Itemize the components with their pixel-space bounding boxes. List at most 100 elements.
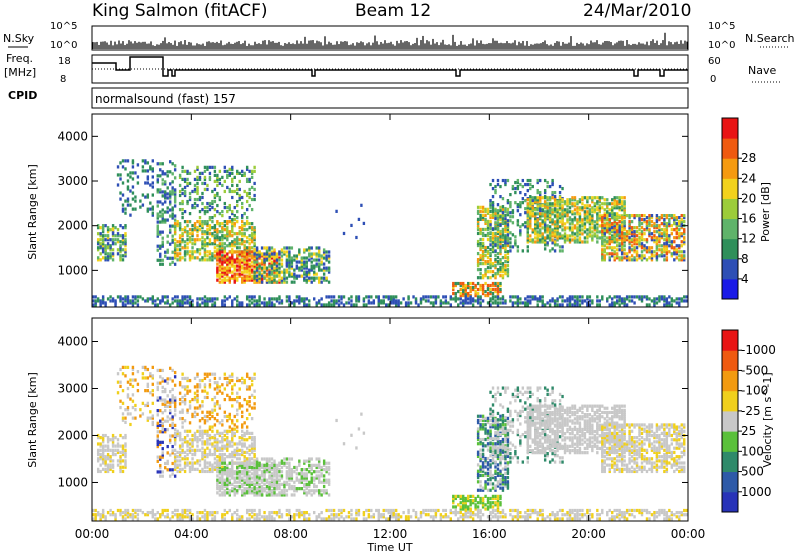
velocity-cell (224, 438, 226, 441)
velocity-cell (167, 460, 169, 463)
power-cell (517, 245, 519, 248)
velocity-cell (204, 440, 206, 443)
power-cell (594, 232, 596, 235)
power-cell (492, 270, 494, 273)
velocity-cell (129, 412, 131, 415)
power-cell (286, 250, 288, 253)
velocity-cell (221, 453, 223, 456)
power-cell (489, 248, 491, 251)
velocity-cell (201, 379, 203, 382)
power-cell (499, 297, 501, 300)
power-cell (201, 182, 203, 185)
power-cell (514, 295, 516, 298)
power-cell (211, 200, 213, 203)
power-cell (129, 171, 131, 174)
power-cell (114, 238, 116, 241)
power-cell (152, 185, 154, 188)
velocity-cell (194, 392, 196, 395)
velocity-cell (201, 390, 203, 393)
power-cell (261, 266, 263, 269)
power-cell (452, 297, 454, 300)
power-cell (263, 277, 265, 280)
velocity-cell (179, 459, 181, 462)
velocity-cell (164, 428, 166, 431)
power-cell (636, 258, 638, 261)
power-cell (507, 219, 509, 222)
power-cell (129, 204, 131, 207)
power-cell (119, 254, 121, 257)
velocity-cell (214, 373, 216, 376)
power-cell (224, 228, 226, 231)
power-cell (281, 258, 283, 261)
velocity-cell (186, 457, 188, 460)
power-cell (487, 250, 489, 253)
power-cell (569, 238, 571, 241)
velocity-cell (226, 464, 228, 467)
power-cell (591, 234, 593, 237)
velocity-cell (181, 425, 183, 428)
power-cell (581, 202, 583, 205)
power-cell (308, 303, 310, 306)
power-cell (561, 245, 563, 248)
velocity-cell (194, 415, 196, 418)
power-cell (246, 216, 248, 219)
power-cell (224, 303, 226, 306)
power-cell (311, 281, 313, 284)
velocity-cell (181, 385, 183, 388)
power-cell (171, 186, 173, 189)
power-cell (184, 210, 186, 213)
power-cell (209, 232, 211, 235)
freq-lo-tick: 8 (60, 74, 66, 85)
power-cell (340, 301, 342, 304)
power-cell (253, 295, 255, 298)
velocity-cell (174, 432, 176, 435)
velocity-cell (221, 423, 223, 426)
velocity-cell (199, 404, 201, 407)
power-cell (311, 277, 313, 280)
power-cell (591, 230, 593, 233)
power-cell (167, 206, 169, 209)
power-cell (529, 295, 531, 298)
velocity-cell (159, 475, 161, 478)
power-cell (112, 252, 114, 255)
power-cell (211, 297, 213, 300)
power-cell (541, 212, 543, 215)
power-cell (628, 256, 630, 259)
power-cell (474, 284, 476, 287)
power-cell (494, 299, 496, 302)
power-cell (482, 274, 484, 277)
power-cell (569, 234, 571, 237)
velocity-cell (181, 373, 183, 376)
power-cell (194, 170, 196, 173)
power-cell (226, 174, 228, 177)
power-cell (643, 238, 645, 241)
power-cell (641, 242, 643, 245)
power-cell (266, 301, 268, 304)
power-cell (186, 230, 188, 233)
power-cell (621, 242, 623, 245)
power-cell (303, 256, 305, 259)
velocity-cell (216, 459, 218, 462)
velocity-cell (176, 464, 178, 467)
power-cell (445, 299, 447, 302)
velocity-cell (229, 453, 231, 456)
power-cell (189, 192, 191, 195)
power-cell (241, 258, 243, 261)
power-cell (497, 282, 499, 285)
velocity-cell (189, 379, 191, 382)
power-cell (477, 210, 479, 213)
power-cell (236, 269, 238, 272)
power-cell (248, 258, 250, 261)
power-cell (204, 176, 206, 179)
power-cell (219, 182, 221, 185)
power-cell (574, 202, 576, 205)
power-cell (614, 246, 616, 249)
power-cell (301, 297, 303, 300)
power-cell (104, 234, 106, 237)
power-cell (276, 281, 278, 284)
power-cell (499, 185, 501, 188)
velocity-cell (248, 396, 250, 399)
power-cell (293, 281, 295, 284)
power-cell (181, 188, 183, 191)
power-cell (239, 246, 241, 249)
